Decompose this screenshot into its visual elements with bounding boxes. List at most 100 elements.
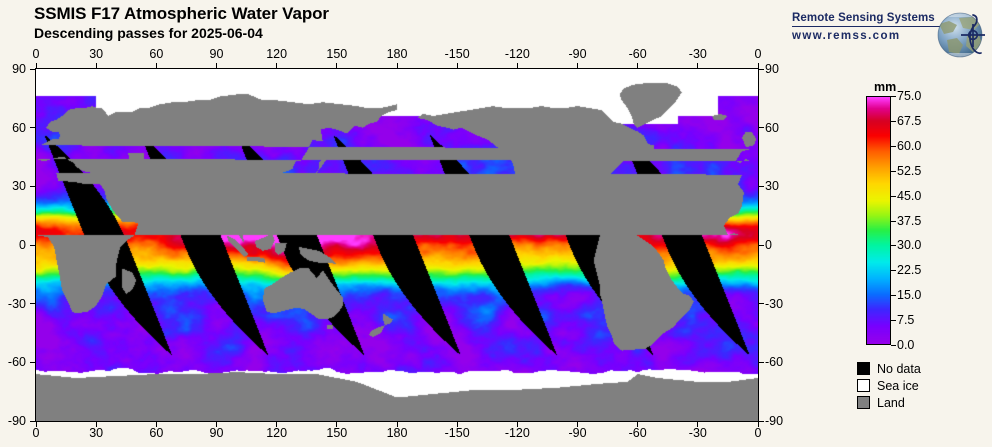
colorbar-tick-label: 15.0: [897, 288, 922, 303]
legend-swatch: [857, 362, 870, 375]
lat-tick-left: 90: [12, 62, 26, 76]
lon-tick-mark: [516, 421, 518, 427]
lon-tick-bottom: 120: [266, 426, 288, 440]
lon-tick-mark: [276, 63, 278, 69]
lon-tick-bottom: -90: [568, 426, 587, 440]
lat-tick-mark: [30, 127, 36, 129]
lat-tick-right: 90: [765, 62, 779, 76]
globe-icon: [937, 12, 985, 58]
lon-tick-mark: [637, 421, 639, 427]
lon-tick-bottom: 0: [32, 426, 40, 440]
lon-tick-bottom: 0: [754, 426, 762, 440]
rss-logo[interactable]: Remote Sensing Systems www.remss.com: [792, 8, 992, 64]
lon-tick-bottom: -60: [628, 426, 647, 440]
lon-tick-mark: [577, 421, 578, 427]
rss-logo-divider: [792, 26, 940, 27]
lon-tick-mark: [336, 421, 338, 427]
colorbar-tick-mark: [891, 145, 896, 147]
lat-tick-mark: [758, 244, 764, 246]
lat-tick-right: 60: [765, 120, 779, 135]
lon-tick-mark: [396, 63, 398, 69]
lat-tick-left: 30: [12, 179, 26, 194]
lon-tick-top: -60: [628, 47, 647, 61]
lon-tick-top: 0: [32, 47, 40, 61]
lon-tick-mark: [95, 63, 97, 69]
colorbar-tick-mark: [891, 245, 896, 247]
colorbar-tick-label: 75.0: [897, 89, 922, 103]
lat-tick-mark: [30, 420, 36, 422]
lon-tick-mark: [216, 421, 217, 427]
colorbar[interactable]: [866, 96, 891, 345]
colorbar-tick-label: 37.5: [897, 213, 922, 228]
lon-tick-mark: [577, 63, 578, 69]
lon-tick-mark: [35, 421, 37, 427]
lon-tick-mark: [155, 421, 157, 427]
lat-tick-mark: [758, 185, 764, 187]
lon-tick-top: 180: [386, 47, 408, 61]
water-vapor-map[interactable]: [35, 68, 759, 422]
lat-tick-mark: [758, 420, 764, 422]
lat-tick-right: 30: [765, 179, 779, 194]
colorbar-tick-mark: [891, 120, 896, 122]
legend-label: Land: [877, 395, 905, 410]
legend-swatch: [857, 379, 870, 392]
colorbar-gradient: [867, 97, 890, 344]
legend-label: No data: [877, 361, 921, 376]
lon-tick-bottom: 60: [149, 426, 164, 440]
lat-tick-mark: [30, 185, 36, 187]
colorbar-tick-mark: [891, 170, 896, 172]
lat-tick-mark: [758, 361, 764, 363]
lon-tick-top: 90: [209, 47, 224, 61]
lon-tick-top: 0: [754, 47, 762, 61]
lon-tick-mark: [216, 63, 217, 69]
lon-tick-mark: [516, 63, 518, 69]
lon-tick-mark: [456, 63, 458, 69]
map-legend: No data Sea ice Land: [857, 360, 921, 411]
colorbar-tick-mark: [891, 270, 896, 272]
lon-tick-mark: [336, 63, 338, 69]
lon-tick-mark: [456, 421, 458, 427]
colorbar-tick-label: 30.0: [897, 238, 922, 253]
lat-tick-mark: [30, 244, 36, 246]
legend-label: Sea ice: [877, 378, 919, 393]
colorbar-tick-mark: [891, 345, 896, 346]
lat-tick-right: -60: [765, 355, 784, 370]
lat-tick-mark: [758, 127, 764, 129]
lon-tick-mark: [637, 63, 639, 69]
lon-tick-mark: [697, 421, 699, 427]
colorbar-tick-mark: [891, 295, 896, 297]
lon-tick-mark: [155, 63, 157, 69]
lon-tick-bottom: 180: [386, 426, 408, 440]
colorbar-tick-mark: [891, 220, 896, 222]
lat-tick-left: -30: [7, 296, 26, 311]
lat-tick-left: -60: [7, 355, 26, 370]
lon-tick-top: -150: [444, 47, 470, 61]
lat-tick-right: -90: [765, 414, 784, 428]
lon-tick-bottom: -120: [504, 426, 530, 440]
lon-tick-mark: [396, 421, 398, 427]
rss-logo-url: www.remss.com: [792, 30, 901, 42]
colorbar-tick-label: 60.0: [897, 138, 922, 153]
lat-tick-right: 0: [765, 238, 772, 252]
colorbar-tick-label: 22.5: [897, 263, 922, 278]
lon-tick-top: 120: [266, 47, 288, 61]
lat-tick-right: -30: [765, 296, 784, 311]
lon-tick-mark: [95, 421, 97, 427]
lon-tick-bottom: 150: [326, 426, 348, 440]
lon-tick-top: 150: [326, 47, 348, 61]
colorbar-tick-label: 0.0: [897, 338, 915, 352]
lon-tick-top: -90: [568, 47, 587, 61]
lon-tick-bottom: 90: [209, 426, 224, 440]
lat-tick-left: 0: [19, 238, 26, 252]
lat-tick-mark: [30, 68, 36, 70]
legend-swatch: [857, 396, 870, 409]
lon-tick-top: 30: [89, 47, 104, 61]
rss-logo-company: Remote Sensing Systems: [792, 12, 935, 24]
lon-tick-bottom: 30: [89, 426, 104, 440]
lon-tick-top: 60: [149, 47, 164, 61]
lon-tick-bottom: -30: [688, 426, 707, 440]
lat-tick-mark: [758, 303, 764, 305]
lon-tick-mark: [757, 63, 759, 69]
lat-tick-mark: [30, 361, 36, 363]
colorbar-tick-label: 7.5: [897, 313, 915, 328]
